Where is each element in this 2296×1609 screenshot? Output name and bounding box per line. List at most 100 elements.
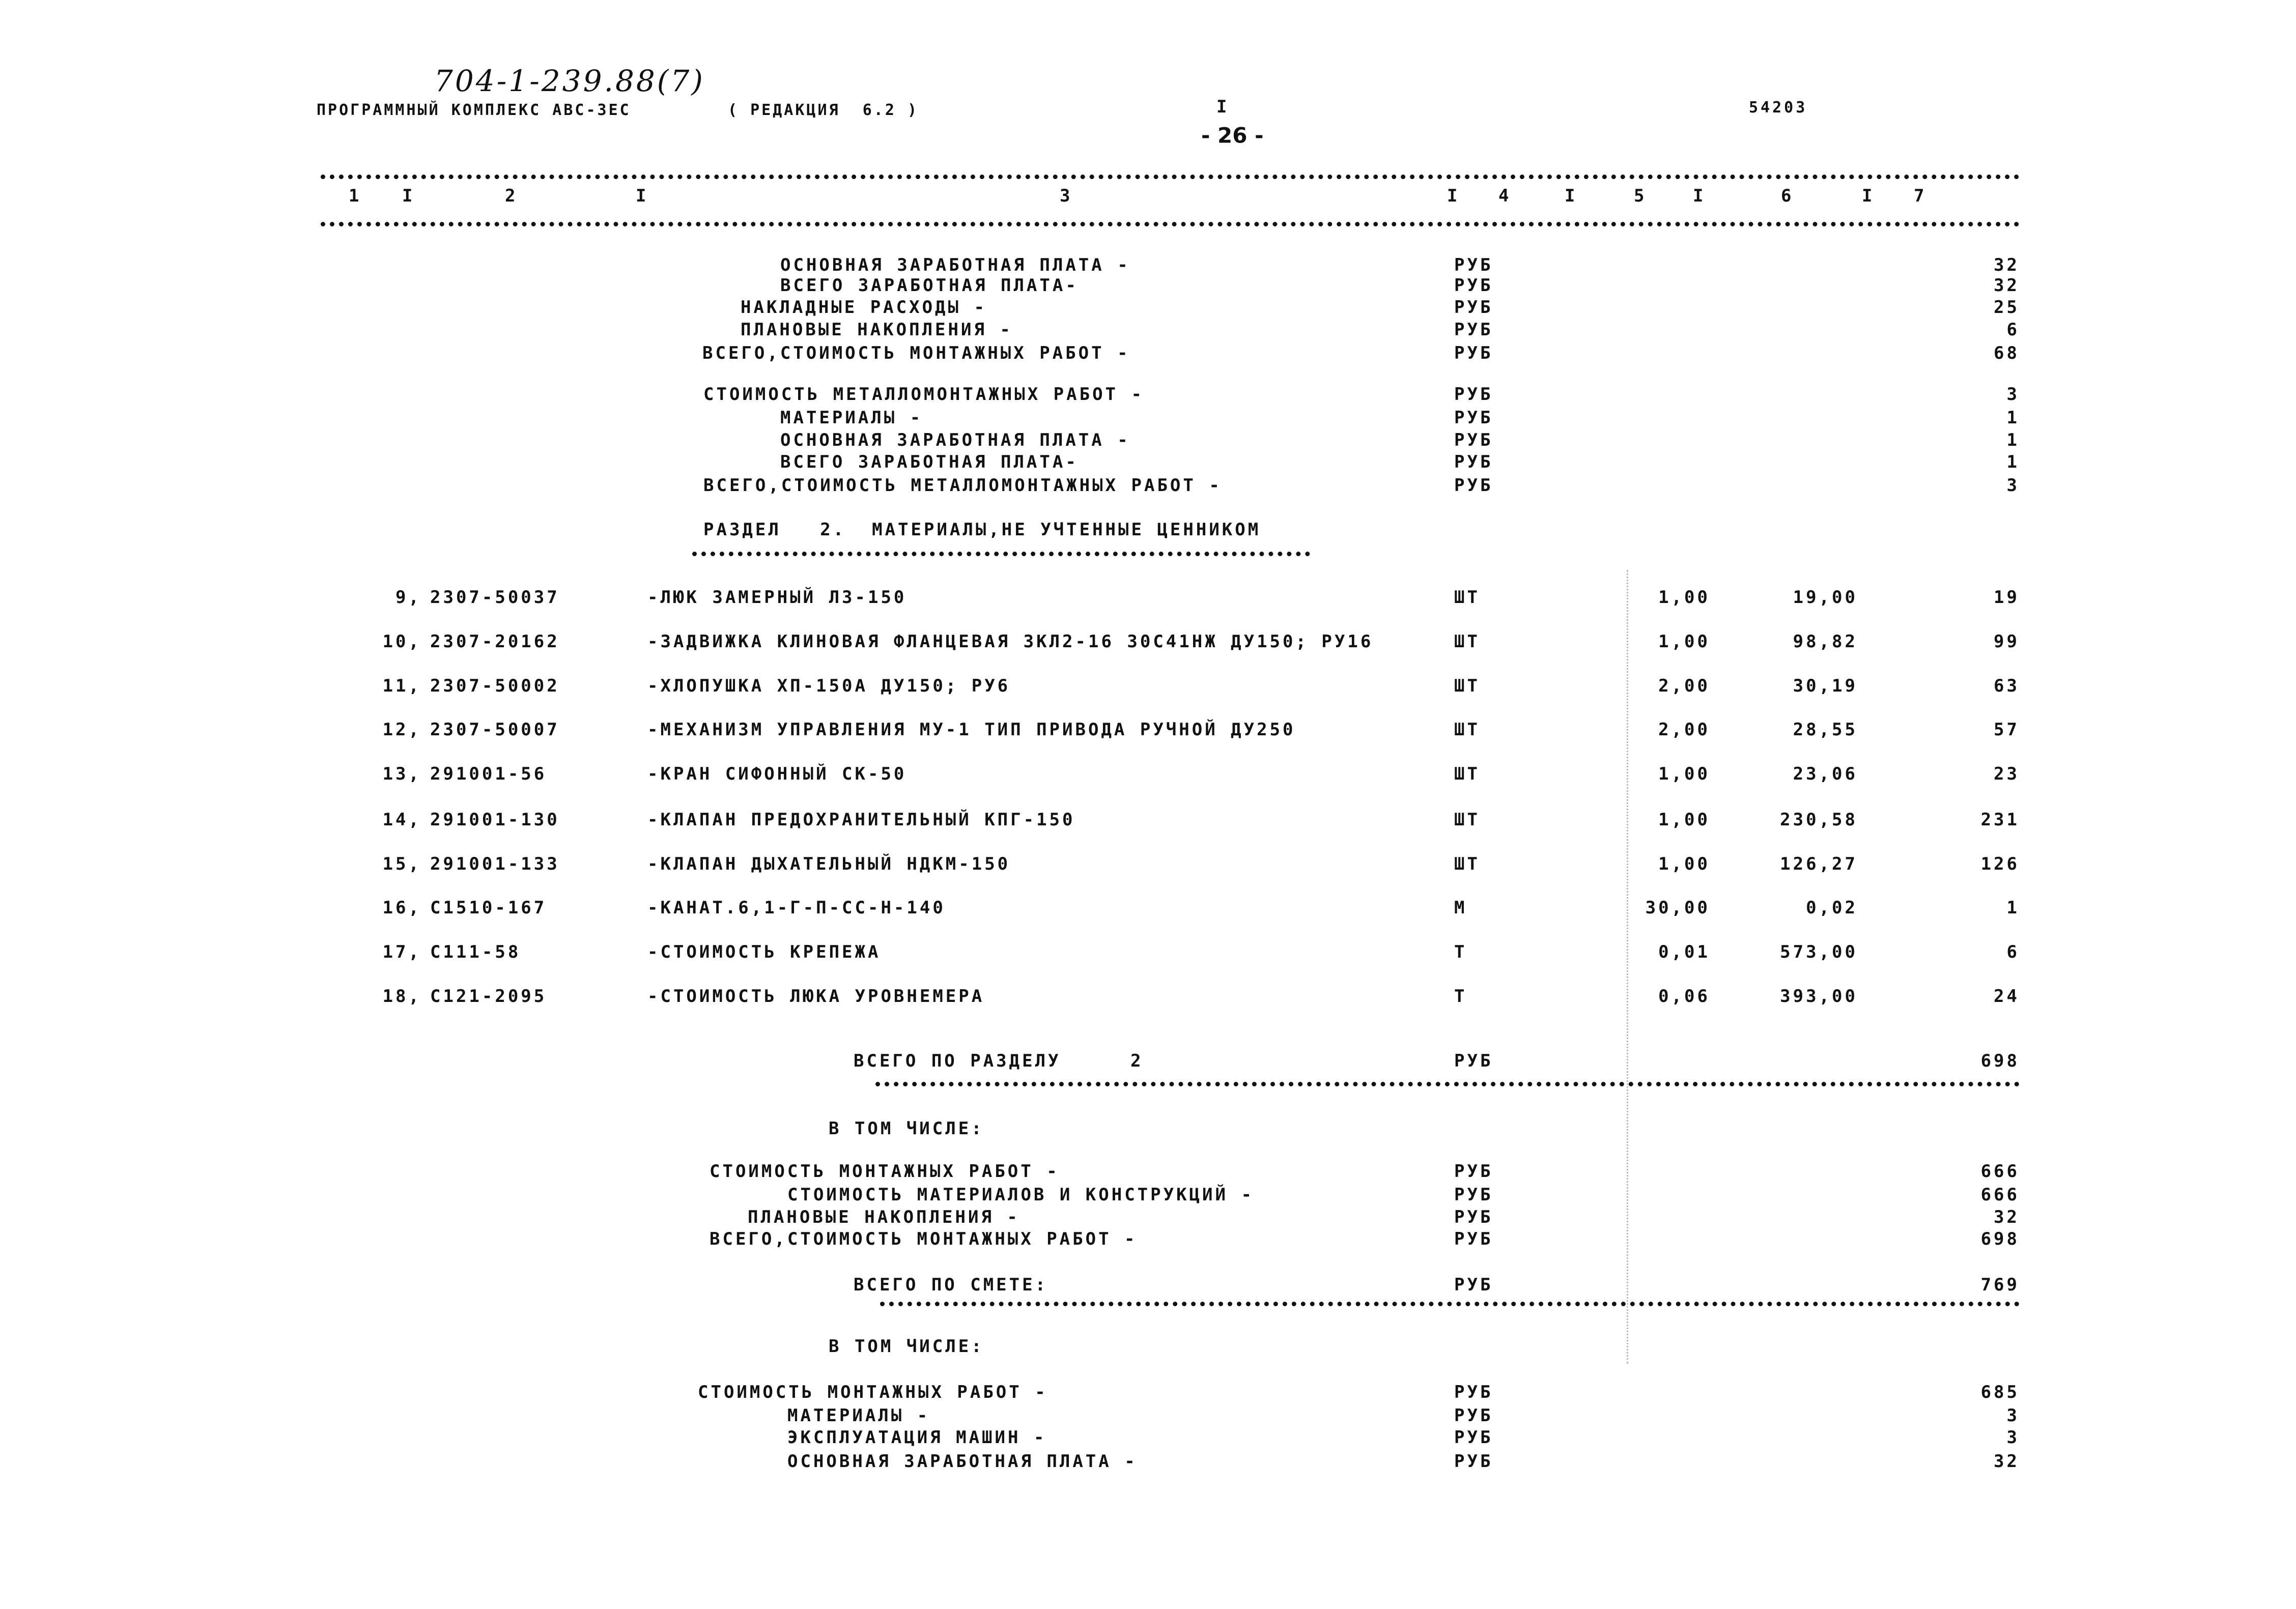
item-quantity: 2,00 bbox=[1658, 720, 1710, 740]
summary-total: 6 bbox=[2006, 320, 2020, 340]
summary-label: ОСНОВНАЯ ЗАРАБОТНАЯ ПЛАТА - bbox=[787, 1451, 1138, 1472]
item-total: 19 bbox=[1994, 587, 2020, 608]
summary-unit: РУБ bbox=[1454, 430, 1493, 450]
item-price: 126,27 bbox=[1780, 854, 1858, 874]
item-unit: ШТ bbox=[1454, 764, 1480, 784]
item-code: С1510-167 bbox=[430, 898, 547, 918]
item-unit: ШТ bbox=[1454, 810, 1480, 830]
summary-label: МАТЕРИАЛЫ - bbox=[787, 1405, 930, 1426]
summary-unit: РУБ bbox=[1454, 320, 1493, 340]
item-description: -КРАН СИФОННЫЙ СК-50 bbox=[647, 764, 907, 784]
summary-total: 1 bbox=[2006, 408, 2020, 428]
item-unit: ШТ bbox=[1454, 676, 1480, 696]
item-code: С111-58 bbox=[430, 942, 521, 962]
summary-label: НАКЛАДНЫЕ РАСХОДЫ - bbox=[741, 297, 987, 318]
column-header-12: I bbox=[1862, 186, 1875, 206]
summary-total: 3 bbox=[2006, 1405, 2020, 1426]
divider-section-total bbox=[875, 1082, 2020, 1086]
column-guide bbox=[1627, 570, 1628, 1364]
column-header-3: 2 bbox=[505, 186, 518, 206]
item-code: С121-2095 bbox=[430, 986, 547, 1007]
summary-total: 32 bbox=[1994, 275, 2020, 296]
item-price: 0,02 bbox=[1806, 898, 1858, 918]
program-name: ПРОГРАММНЫЙ КОМПЛЕКС АВС-3ЕС bbox=[317, 101, 631, 119]
summary-unit: РУБ bbox=[1454, 1229, 1493, 1249]
estimate-total-unit: РУБ bbox=[1454, 1275, 1493, 1295]
item-total: 99 bbox=[1994, 631, 2020, 652]
estimate-total-value: 769 bbox=[1980, 1275, 2020, 1295]
summary-unit: РУБ bbox=[1454, 1382, 1493, 1402]
item-code: 2307-50037 bbox=[430, 587, 560, 608]
column-header-5: 3 bbox=[1060, 186, 1073, 206]
column-header-11: 6 bbox=[1781, 186, 1794, 206]
estimate-total-label: ВСЕГО ПО СМЕТЕ: bbox=[854, 1275, 1048, 1295]
summary-unit: РУБ bbox=[1454, 255, 1493, 275]
summary-unit: РУБ bbox=[1454, 1161, 1493, 1182]
marker: I bbox=[1216, 97, 1230, 117]
item-description: -КЛАПАН ДЫХАТЕЛЬНЫЙ НДКМ-150 bbox=[647, 854, 1011, 874]
summary-label: СТОИМОСТЬ МАТЕРИАЛОВ И КОНСТРУКЦИЙ - bbox=[787, 1185, 1254, 1205]
item-total: 57 bbox=[1994, 720, 2020, 740]
item-number: 16, bbox=[382, 898, 421, 918]
summary-total: 32 bbox=[1994, 1207, 2020, 1227]
item-code: 291001-133 bbox=[430, 854, 560, 874]
item-description: -МЕХАНИЗМ УПРАВЛЕНИЯ МУ-1 ТИП ПРИВОДА РУ… bbox=[647, 720, 1296, 740]
item-unit: Т bbox=[1454, 986, 1467, 1007]
item-total: 63 bbox=[1994, 676, 2020, 696]
summary-unit: РУБ bbox=[1454, 408, 1493, 428]
item-total: 126 bbox=[1980, 854, 2020, 874]
item-code: 2307-50007 bbox=[430, 720, 560, 740]
item-total: 24 bbox=[1994, 986, 2020, 1007]
item-price: 23,06 bbox=[1793, 764, 1858, 784]
item-price: 98,82 bbox=[1793, 631, 1858, 652]
summary-total: 1 bbox=[2006, 430, 2020, 450]
summary-label: ПЛАНОВЫЕ НАКОПЛЕНИЯ - bbox=[748, 1207, 1020, 1227]
item-number: 15, bbox=[382, 854, 421, 874]
summary-label: СТОИМОСТЬ МОНТАЖНЫХ РАБОТ - bbox=[710, 1161, 1060, 1182]
summary-label: ВСЕГО ЗАРАБОТНАЯ ПЛАТА- bbox=[780, 275, 1079, 296]
divider-estimate-total bbox=[880, 1302, 2020, 1306]
summary-unit: РУБ bbox=[1454, 1427, 1493, 1448]
section-total-number: 2 bbox=[1130, 1051, 1144, 1071]
section-total-unit: РУБ bbox=[1454, 1051, 1493, 1071]
item-unit: ШТ bbox=[1454, 631, 1480, 652]
summary-total: 685 bbox=[1980, 1382, 2020, 1402]
item-number: 11, bbox=[382, 676, 421, 696]
including-heading: В ТОМ ЧИСЛЕ: bbox=[829, 1336, 984, 1357]
summary-total: 1 bbox=[2006, 452, 2020, 472]
item-description: -КЛАПАН ПРЕДОХРАНИТЕЛЬНЫЙ КПГ-150 bbox=[647, 810, 1075, 830]
item-number: 14, bbox=[382, 810, 421, 830]
summary-unit: РУБ bbox=[1454, 475, 1493, 496]
doc-number: 54203 bbox=[1749, 99, 1808, 117]
page-number: - 26 - bbox=[1201, 123, 1264, 148]
summary-unit: РУБ bbox=[1454, 1185, 1493, 1205]
column-header-2: I bbox=[402, 186, 415, 206]
divider-top bbox=[321, 175, 2020, 179]
item-number: 17, bbox=[382, 942, 421, 962]
item-price: 28,55 bbox=[1793, 720, 1858, 740]
summary-unit: РУБ bbox=[1454, 452, 1493, 472]
section-title: РАЗДЕЛ 2. МАТЕРИАЛЫ,НЕ УЧТЕННЫЕ ЦЕННИКОМ bbox=[703, 520, 1261, 540]
summary-label: ВСЕГО,СТОИМОСТЬ МОНТАЖНЫХ РАБОТ - bbox=[710, 1229, 1138, 1249]
summary-label: ВСЕГО,СТОИМОСТЬ МЕТАЛЛОМОНТАЖНЫХ РАБОТ - bbox=[703, 475, 1222, 496]
column-header-13: 7 bbox=[1914, 186, 1927, 206]
column-header-7: 4 bbox=[1498, 186, 1512, 206]
item-description: -ЗАДВИЖКА КЛИНОВАЯ ФЛАНЦЕВАЯ ЗКЛ2-16 30С… bbox=[647, 631, 1374, 652]
item-number: 12, bbox=[382, 720, 421, 740]
item-number: 13, bbox=[382, 764, 421, 784]
summary-total: 25 bbox=[1994, 297, 2020, 318]
summary-label: ЭКСПЛУАТАЦИЯ МАШИН - bbox=[787, 1427, 1047, 1448]
item-description: -КАНАТ.6,1-Г-П-СС-Н-140 bbox=[647, 898, 946, 918]
summary-label: СТОИМОСТЬ МЕТАЛЛОМОНТАЖНЫХ РАБОТ - bbox=[703, 384, 1144, 405]
summary-unit: РУБ bbox=[1454, 1405, 1493, 1426]
column-header-8: I bbox=[1565, 186, 1578, 206]
summary-unit: РУБ bbox=[1454, 297, 1493, 318]
item-number: 10, bbox=[382, 631, 421, 652]
summary-unit: РУБ bbox=[1454, 384, 1493, 405]
item-total: 23 bbox=[1994, 764, 2020, 784]
item-quantity: 1,00 bbox=[1658, 764, 1710, 784]
item-price: 19,00 bbox=[1793, 587, 1858, 608]
item-unit: М bbox=[1454, 898, 1467, 918]
summary-total: 3 bbox=[2006, 1427, 2020, 1448]
summary-label: ПЛАНОВЫЕ НАКОПЛЕНИЯ - bbox=[741, 320, 1013, 340]
